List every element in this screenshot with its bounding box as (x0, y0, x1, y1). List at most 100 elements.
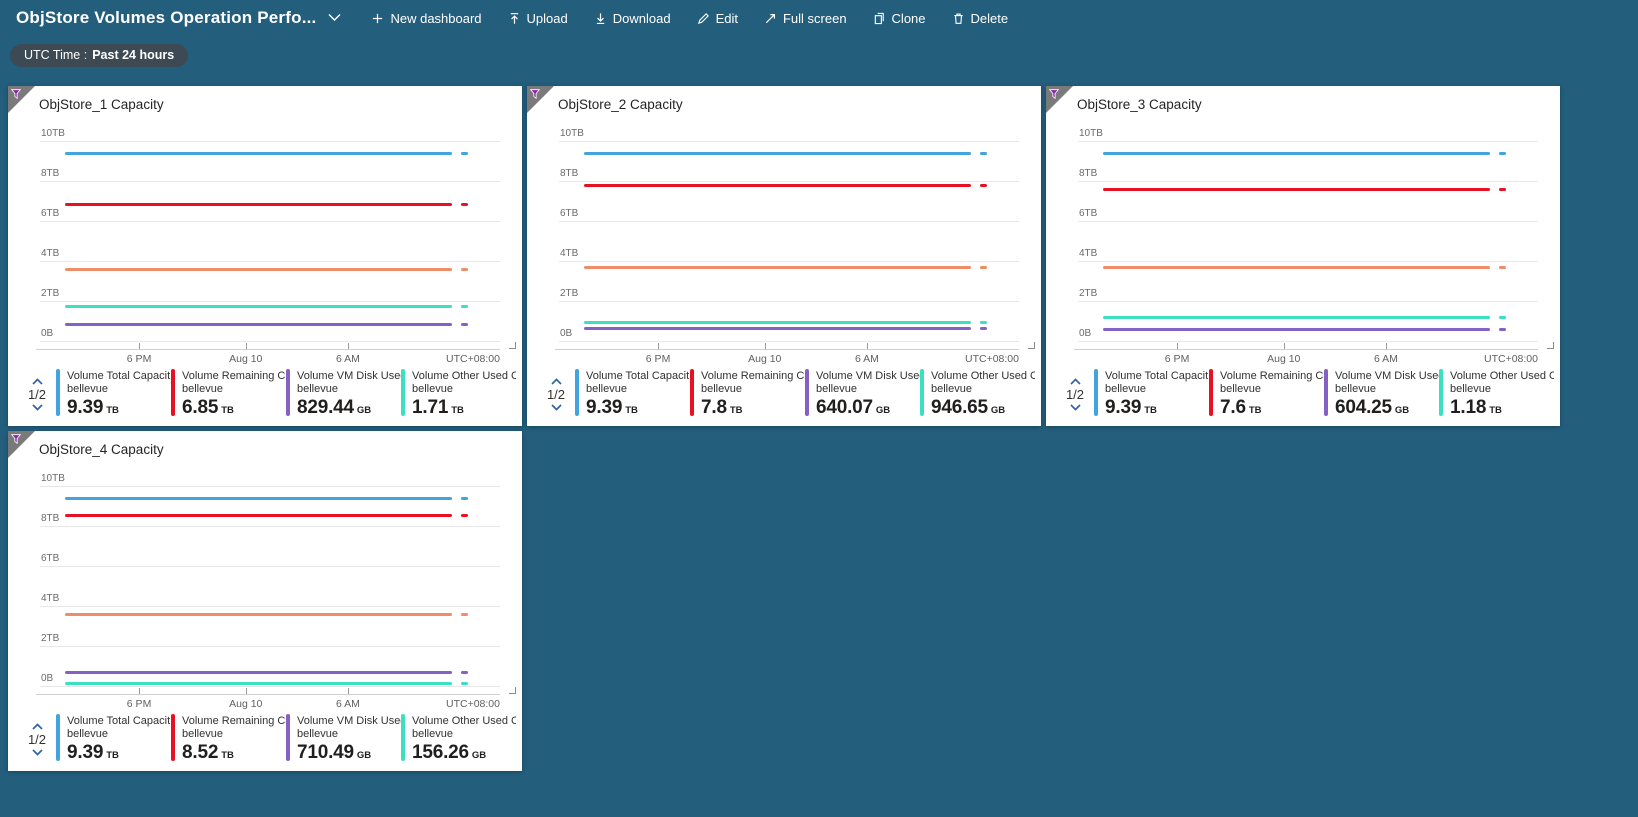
legend-prev-button[interactable] (1069, 377, 1081, 385)
upload-button[interactable]: Upload (508, 11, 568, 26)
legend-unit: GB (356, 750, 372, 761)
dashboard-title-dropdown[interactable]: ObjStore Volumes Operation Perfo... (16, 8, 341, 28)
x-axis-tick-label: 6 AM (854, 353, 879, 365)
capacity-chart[interactable]: 10TB 8TB 6TB 4TB 2TB 0B 6 PM Aug 10 6 AM UTC+08:0… (1074, 128, 1538, 365)
legend-item[interactable]: Volume Total Capacit... bellevue 9.39 TB (56, 369, 171, 419)
timezone-label: UTC+08:00 (446, 698, 500, 710)
legend: Volume Total Capacit... bellevue 9.39 TB Vol… (56, 714, 518, 764)
legend-unit: TB (106, 405, 119, 416)
legend-value: 9.39 (586, 397, 623, 418)
chart-resize-handle[interactable] (509, 342, 516, 349)
legend-text: Volume Total Capacit... bellevue 9.39 TB (67, 714, 171, 764)
chart-resize-handle[interactable] (509, 687, 516, 694)
legend-prev-button[interactable] (31, 377, 43, 385)
legend-series-name: Volume Total Capacit... (67, 370, 171, 382)
y-axis-tick-label: 2TB (41, 633, 60, 644)
x-axis-tick (1283, 343, 1285, 349)
capacity-chart[interactable]: 10TB 8TB 6TB 4TB 2TB 0B 6 PM Aug 10 6 AM UTC+08:0… (36, 128, 500, 365)
dashboard-title[interactable]: ObjStore Volumes Operation Perfo... (16, 8, 317, 27)
tile-title: ObjStore_3 Capacity (1077, 97, 1202, 112)
tile-title: ObjStore_2 Capacity (558, 97, 683, 112)
filter-icon (10, 89, 22, 100)
time-filter-pill[interactable]: UTC Time : Past 24 hours (10, 44, 189, 67)
legend-color-bar (171, 369, 175, 416)
x-axis-tick (245, 343, 247, 349)
legend-series-name: Volume Other Used Ca... (1450, 370, 1554, 382)
legend-row: 1/2 Volume Total Capacit... bellevue 9.39 T… (537, 367, 1037, 421)
legend-next-button[interactable] (31, 403, 43, 411)
dashboard-tile[interactable]: ObjStore_2 Capacity 10TB 8TB 6TB 4TB 2TB 0B 6 … (527, 86, 1041, 426)
legend-prev-button[interactable] (31, 722, 43, 730)
chart-resize-handle[interactable] (1028, 342, 1035, 349)
y-axis-tick-label: 10TB (560, 128, 584, 139)
gridline: 10TB (1078, 128, 1538, 142)
new-dashboard-button[interactable]: New dashboard (371, 11, 482, 26)
download-button[interactable]: Download (594, 11, 671, 26)
gridline: 2TB (40, 633, 500, 647)
series-endpoint-dash (979, 326, 987, 330)
legend-value-row: 6.85 TB (182, 397, 286, 419)
gridline: 2TB (1078, 288, 1538, 302)
gridline: 8TB (559, 168, 1019, 182)
legend-value: 156.26 (412, 742, 469, 763)
capacity-chart[interactable]: 10TB 8TB 6TB 4TB 2TB 0B 6 PM Aug 10 6 AM UTC+08:0… (36, 473, 500, 710)
series-line (584, 326, 971, 330)
legend-series-name: Volume Remaining Cap... (182, 370, 286, 382)
legend-item[interactable]: Volume Total Capacit... bellevue 9.39 TB (575, 369, 690, 419)
timezone-label: UTC+08:00 (1484, 353, 1538, 365)
y-axis-tick-label: 0B (41, 673, 54, 684)
legend-next-button[interactable] (1069, 403, 1081, 411)
dashboard-header: ObjStore Volumes Operation Perfo... New … (0, 0, 1638, 36)
series-line (65, 305, 452, 309)
legend-value: 6.85 (182, 397, 219, 418)
legend-series-name: Volume Remaining Cap... (701, 370, 805, 382)
gridline: 0B (559, 328, 1019, 342)
gridline: 2TB (40, 288, 500, 302)
legend-item[interactable]: Volume Remaining Cap...bellevue 7.6TB (1209, 369, 1324, 419)
chevron-down-icon[interactable] (328, 9, 341, 27)
legend-item[interactable]: Volume Remaining Cap...bellevue 7.8TB (690, 369, 805, 419)
x-axis-tick (347, 688, 349, 694)
y-axis-tick-label: 6TB (560, 208, 579, 219)
x-axis-tick-label: 6 AM (1373, 353, 1398, 365)
clone-button[interactable]: Clone (873, 11, 926, 26)
dashboard-tile[interactable]: ObjStore_1 Capacity 10TB 8TB 6TB 4TB 2TB 0B 6 … (8, 86, 522, 426)
series-endpoint-dash (460, 267, 468, 271)
legend-color-bar (1209, 369, 1213, 416)
legend-item[interactable]: Volume Total Capacit... bellevue 9.39 TB (56, 714, 171, 764)
edit-button[interactable]: Edit (697, 11, 738, 26)
filter-corner (8, 86, 35, 113)
capacity-chart[interactable]: 10TB 8TB 6TB 4TB 2TB 0B 6 PM Aug 10 6 AM UTC+08:0… (555, 128, 1019, 365)
legend-text: Volume Remaining Cap...bellevue 7.6TB (1220, 369, 1324, 419)
legend-item[interactable]: Volume Total Capacit... bellevue 9.39 TB (1094, 369, 1209, 419)
dashboard-tile[interactable]: ObjStore_4 Capacity 10TB 8TB 6TB 4TB 2TB 0B 6 … (8, 431, 522, 771)
fullscreen-icon (764, 12, 777, 25)
legend-value-row: 829.44 GB (297, 397, 401, 419)
fullscreen-button[interactable]: Full screen (764, 11, 847, 26)
legend-next-button[interactable] (550, 403, 562, 411)
delete-button[interactable]: Delete (952, 11, 1008, 26)
tile-title: ObjStore_4 Capacity (39, 442, 164, 457)
legend-next-button[interactable] (31, 748, 43, 756)
download-icon (594, 12, 607, 25)
chart-resize-handle[interactable] (1547, 342, 1554, 349)
dashboard-tile[interactable]: ObjStore_3 Capacity 10TB 8TB 6TB 4TB 2TB 0B 6 … (1046, 86, 1560, 426)
series-line (584, 265, 971, 269)
legend-color-bar (286, 369, 290, 416)
legend-prev-button[interactable] (550, 377, 562, 385)
legend-resource-name: bellevue (182, 383, 223, 395)
series-line (65, 267, 452, 271)
legend-value-row: 9.39 TB (67, 397, 171, 419)
